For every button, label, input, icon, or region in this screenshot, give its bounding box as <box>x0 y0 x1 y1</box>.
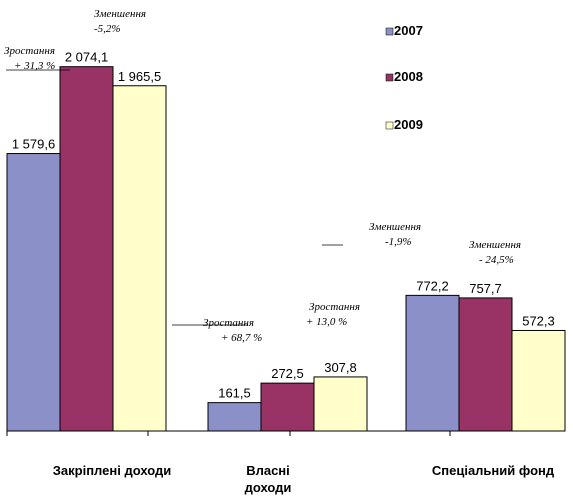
value-label-2008-3: 757,7 <box>469 281 502 296</box>
change-annotation-5: -1,9% <box>385 236 412 248</box>
legend-swatch-2009 <box>385 121 394 130</box>
category-label-1: Закріплені доходи <box>53 463 171 478</box>
change-annotation-2: Зростання <box>4 45 55 57</box>
bar-2007-2 <box>207 402 262 432</box>
bar-2008-2 <box>260 382 315 432</box>
change-annotation-4: + 13,0 % <box>306 316 347 328</box>
category-label-2: Власні <box>246 463 290 478</box>
value-label-2008-1: 2 074,1 <box>65 50 108 65</box>
value-label-2007-3: 772,2 <box>416 278 449 293</box>
change-annotation-6: - 24,5% <box>479 254 514 266</box>
change-annotation-5: Зменшення <box>369 221 421 233</box>
annotations-layer: Зменшення -5,2% Зростання + 31,3 % Зростання… <box>4 8 521 344</box>
change-annotation-3: Зростання <box>203 317 254 329</box>
value-label-2007-2: 161,5 <box>218 386 251 401</box>
bar-2008-3 <box>458 297 513 432</box>
change-annotation-1: -5,2% <box>94 23 121 35</box>
value-label-2009-2: 307,8 <box>324 360 357 375</box>
change-annotation-1: Зменшення <box>94 8 146 20</box>
bar-2009-3 <box>511 329 566 432</box>
category-label-3: Спеціальний фонд <box>432 463 555 478</box>
legend: 2007 2008 2009 <box>385 23 423 132</box>
bar-2008-1 <box>59 66 114 432</box>
value-labels-layer: 1 579,6 2 074,1 1 965,5 161,5 272,5 307,8 772,… <box>12 50 555 401</box>
bar-2009-2 <box>313 376 368 432</box>
axis-layer <box>6 430 451 436</box>
change-annotation-4: Зростання <box>309 301 360 313</box>
bar-2007-1 <box>6 153 61 432</box>
legend-swatch-2008 <box>385 73 394 82</box>
value-label-2009-1: 1 965,5 <box>118 69 161 84</box>
legend-label-2009: 2009 <box>394 117 423 132</box>
value-label-2009-3: 572,3 <box>522 313 555 328</box>
change-annotation-2: + 31,3 % <box>14 60 55 72</box>
bar-2007-3 <box>405 294 460 432</box>
value-label-2007-1: 1 579,6 <box>12 137 55 152</box>
category-label-2: доходи <box>245 480 292 495</box>
value-label-2008-2: 272,5 <box>271 366 304 381</box>
change-annotation-3: + 68,7 % <box>221 332 262 344</box>
change-annotation-6: Зменшення <box>469 239 521 251</box>
legend-label-2007: 2007 <box>394 23 423 38</box>
legend-label-2008: 2008 <box>394 69 423 84</box>
bars-layer <box>6 66 566 432</box>
legend-swatch-2007 <box>385 27 394 36</box>
bar-2009-1 <box>112 85 167 432</box>
category-labels-layer: Закріплені доходи Власні доходи Спеціальний… <box>53 463 555 495</box>
